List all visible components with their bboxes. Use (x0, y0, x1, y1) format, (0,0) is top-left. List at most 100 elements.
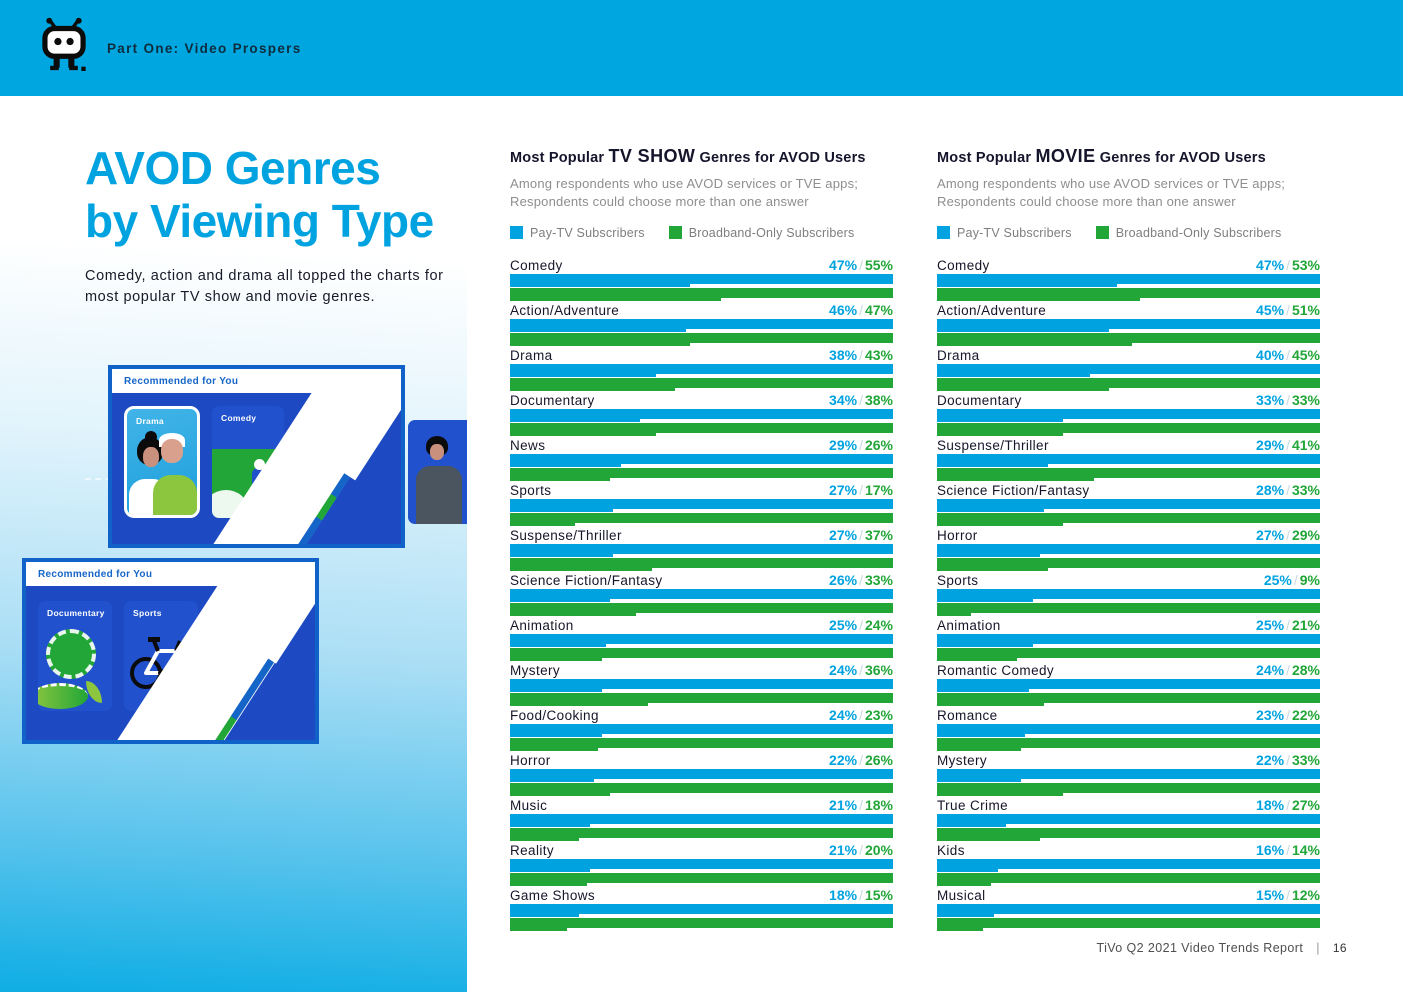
pay-tv-value: 27% (1256, 526, 1285, 543)
genre-label: News (510, 437, 546, 453)
broadband-bar (937, 647, 1320, 661)
broadband-value: 24% (864, 616, 893, 633)
value-separator: / (859, 256, 863, 273)
broadband-bar (510, 287, 893, 301)
broadband-value: 41% (1291, 436, 1320, 453)
drama-art (153, 475, 197, 515)
bar-track (510, 827, 893, 838)
bar-track (937, 723, 1320, 734)
bar-value-strip (510, 342, 690, 346)
bar-track (510, 602, 893, 613)
bar-track (510, 782, 893, 793)
tv-screen-mockup-1: Recommended for You Drama Comedy (108, 365, 405, 548)
value-separator: / (1286, 886, 1290, 903)
bar-track (510, 737, 893, 748)
chart-rows: Comedy 47%/55% Action/Adventure 46%/47% Dram… (510, 257, 893, 931)
pay-tv-value: 33% (1256, 391, 1285, 408)
value-separator: / (859, 751, 863, 768)
pay-tv-bar (510, 273, 893, 287)
genre-row: Action/Adventure 46%/47% (510, 302, 893, 346)
broadband-value: 21% (1291, 616, 1320, 633)
broadband-bar (937, 827, 1320, 841)
genre-row: Documentary 34%/38% (510, 392, 893, 436)
broadband-value: 33% (864, 571, 893, 588)
bar-value-strip (937, 567, 1049, 571)
legend-item-broadband: Broadband-Only Subscribers (1095, 226, 1282, 240)
recommended-label: Recommended for You (38, 568, 153, 580)
value-separator: / (859, 481, 863, 498)
pay-tv-value: 29% (829, 436, 858, 453)
pay-tv-bar (937, 588, 1320, 602)
broadband-value: 37% (864, 526, 893, 543)
pay-tv-bar (510, 498, 893, 512)
bar-value-strip (510, 657, 602, 661)
broadband-bar (510, 827, 893, 841)
bar-track (510, 557, 893, 568)
value-separator: / (859, 886, 863, 903)
bar-track (937, 692, 1320, 703)
bar-track (510, 588, 893, 599)
pay-tv-bar (510, 768, 893, 782)
genre-row: Suspense/Thriller 27%/37% (510, 527, 893, 571)
bar-track (510, 363, 893, 374)
broadband-value: 23% (864, 706, 893, 723)
value-separator: / (1286, 481, 1290, 498)
genre-row: Documentary 33%/33% (937, 392, 1320, 436)
pay-tv-value: 25% (829, 616, 858, 633)
page-description: Comedy, action and drama all topped the … (85, 268, 444, 306)
bar-track (510, 872, 893, 883)
broadband-value: 53% (1291, 256, 1320, 273)
bar-value-strip (937, 927, 983, 931)
pay-tv-value: 47% (829, 256, 858, 273)
drama-art (161, 439, 183, 463)
broadband-bar (510, 602, 893, 616)
bar-value-strip (510, 418, 641, 422)
pay-tv-bar (937, 633, 1320, 647)
pay-tv-bar (937, 363, 1320, 377)
bar-track (510, 287, 893, 298)
bar-value-strip (510, 747, 599, 751)
broadband-bar (937, 557, 1320, 571)
chart-subtitle: Among respondents who use AVOD services … (510, 176, 859, 209)
broadband-value: 28% (1291, 661, 1320, 678)
genre-row: Animation 25%/21% (937, 617, 1320, 661)
genre-card-label: Documentary (47, 608, 105, 618)
bar-track (937, 273, 1320, 284)
clipped-genre-card (408, 420, 467, 524)
chart-rows: Comedy 47%/53% Action/Adventure 45%/51% Dram… (937, 257, 1320, 931)
broadband-value: 15% (864, 886, 893, 903)
broadband-bar (510, 512, 893, 526)
pay-tv-value: 21% (829, 796, 858, 813)
chart-title-emphasis: MOVIE (1035, 146, 1096, 166)
broadband-swatch-icon (668, 226, 682, 240)
genre-label: Documentary (510, 392, 595, 408)
broadband-bar (510, 647, 893, 661)
genre-label: Drama (937, 347, 980, 363)
genre-row: News 29%/26% (510, 437, 893, 481)
chart-title-prefix: Most Popular (510, 150, 609, 166)
pay-tv-value: 22% (829, 751, 858, 768)
value-separator: / (1286, 796, 1290, 813)
genre-label: Romance (937, 707, 998, 723)
broadband-value: 9% (1299, 571, 1320, 588)
genre-label: Reality (510, 842, 555, 858)
bar-track (510, 692, 893, 703)
page-title-line2: by Viewing Type (85, 195, 434, 248)
chart-title-prefix: Most Popular (937, 150, 1036, 166)
bar-value-strip (937, 612, 972, 616)
bar-track (937, 858, 1320, 869)
genre-row: Food/Cooking 24%/23% (510, 707, 893, 751)
bar-value-strip (937, 477, 1095, 481)
tv-screen-mockup-2: Recommended for You Documentary Sports (22, 558, 319, 744)
bar-track (510, 453, 893, 464)
pay-tv-bar (937, 498, 1320, 512)
bar-value-strip (510, 553, 614, 557)
pay-tv-bar (937, 723, 1320, 737)
bar-track (937, 602, 1320, 613)
broadband-bar (937, 422, 1320, 436)
broadband-value: 33% (1291, 391, 1320, 408)
broadband-bar (510, 557, 893, 571)
bar-track (510, 723, 893, 734)
pay-tv-value: 27% (829, 481, 858, 498)
bar-track (510, 467, 893, 478)
